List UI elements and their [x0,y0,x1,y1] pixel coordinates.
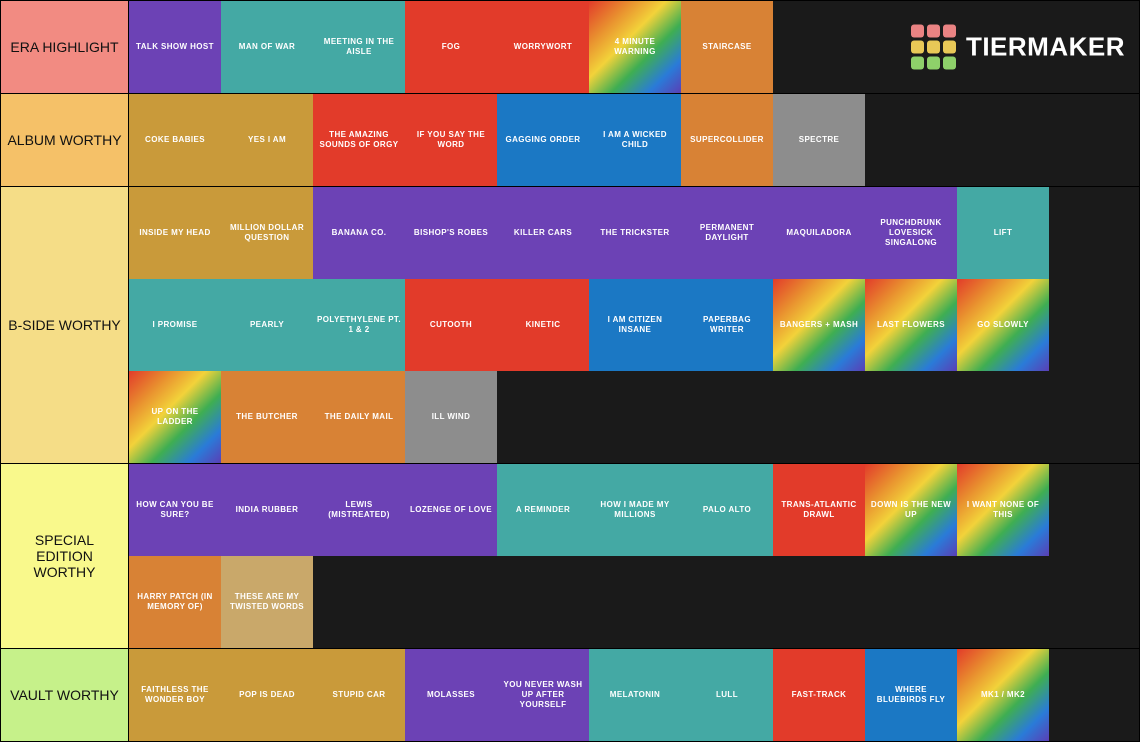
tier-tile[interactable]: PAPERBAG WRITER [681,279,773,371]
tier-row: VAULT WORTHYFAITHLESS THE WONDER BOYPOP … [1,649,1139,741]
tier-tile[interactable]: WORRYWORT [497,1,589,93]
tier-tile[interactable]: UP ON THE LADDER [129,371,221,463]
tier-label[interactable]: ALBUM WORTHY [1,94,129,186]
tier-tile[interactable]: HOW CAN YOU BE SURE? [129,464,221,556]
tier-row: ALBUM WORTHYCOKE BABIESYES I AMTHE AMAZI… [1,94,1139,187]
tier-tile[interactable]: STAIRCASE [681,1,773,93]
tier-list: ERA HIGHLIGHTTALK SHOW HOSTMAN OF WARMEE… [0,0,1140,742]
tier-tile[interactable]: I WANT NONE OF THIS [957,464,1049,556]
tier-tile[interactable]: MEETING IN THE AISLE [313,1,405,93]
tier-tile[interactable]: 4 MINUTE WARNING [589,1,681,93]
tier-tile[interactable]: MAN OF WAR [221,1,313,93]
tier-tile[interactable]: POLYETHYLENE PT. 1 & 2 [313,279,405,371]
tier-tile[interactable]: COKE BABIES [129,94,221,186]
tier-tile[interactable]: YOU NEVER WASH UP AFTER YOURSELF [497,649,589,741]
tier-tile[interactable]: SUPERCOLLIDER [681,94,773,186]
tier-tile[interactable]: WHERE BLUEBIRDS FLY [865,649,957,741]
tier-tile[interactable]: I AM CITIZEN INSANE [589,279,681,371]
tier-tile[interactable]: HOW I MADE MY MILLIONS [589,464,681,556]
tier-tile[interactable]: KINETIC [497,279,589,371]
tier-tile[interactable]: INDIA RUBBER [221,464,313,556]
tier-tile[interactable]: STUPID CAR [313,649,405,741]
tier-tile[interactable]: THESE ARE MY TWISTED WORDS [221,556,313,648]
tier-items[interactable]: COKE BABIESYES I AMTHE AMAZING SOUNDS OF… [129,94,1139,186]
tier-tile[interactable]: LIFT [957,187,1049,279]
tier-tile[interactable]: FOG [405,1,497,93]
tier-tile[interactable]: A REMINDER [497,464,589,556]
tier-tile[interactable]: I PROMISE [129,279,221,371]
tier-row: B-SIDE WORTHYINSIDE MY HEADMILLION DOLLA… [1,187,1139,464]
tier-tile[interactable]: KILLER CARS [497,187,589,279]
tier-tile[interactable]: MOLASSES [405,649,497,741]
tier-tile[interactable]: PEARLY [221,279,313,371]
tier-tile[interactable]: BANANA CO. [313,187,405,279]
tier-tile[interactable]: GO SLOWLY [957,279,1049,371]
tier-tile[interactable]: MILLION DOLLAR QUESTION [221,187,313,279]
tier-tile[interactable]: FAST-TRACK [773,649,865,741]
tier-tile[interactable]: DOWN IS THE NEW UP [865,464,957,556]
tier-items[interactable]: FAITHLESS THE WONDER BOYPOP IS DEADSTUPI… [129,649,1139,741]
tier-tile[interactable]: HARRY PATCH (IN MEMORY OF) [129,556,221,648]
tier-tile[interactable]: BISHOP'S ROBES [405,187,497,279]
tier-tile[interactable]: THE AMAZING SOUNDS OF ORGY [313,94,405,186]
tier-tile[interactable]: INSIDE MY HEAD [129,187,221,279]
tier-tile[interactable]: MELATONIN [589,649,681,741]
tier-tile[interactable]: GAGGING ORDER [497,94,589,186]
tier-tile[interactable]: I AM A WICKED CHILD [589,94,681,186]
tier-tile[interactable]: LEWIS (MISTREATED) [313,464,405,556]
tier-tile[interactable]: THE BUTCHER [221,371,313,463]
tier-label[interactable]: VAULT WORTHY [1,649,129,741]
tier-tile[interactable]: LULL [681,649,773,741]
tier-items[interactable]: HOW CAN YOU BE SURE?INDIA RUBBERLEWIS (M… [129,464,1139,648]
tier-row: ERA HIGHLIGHTTALK SHOW HOSTMAN OF WARMEE… [1,1,1139,94]
tier-label[interactable]: SPECIAL EDITION WORTHY [1,464,129,648]
tier-tile[interactable]: MK1 / MK2 [957,649,1049,741]
tier-tile[interactable]: CUTOOTH [405,279,497,371]
tier-tile[interactable]: TALK SHOW HOST [129,1,221,93]
tier-tile[interactable]: THE DAILY MAIL [313,371,405,463]
tier-label[interactable]: ERA HIGHLIGHT [1,1,129,93]
tier-tile[interactable]: THE TRICKSTER [589,187,681,279]
tier-tile[interactable]: MAQUILADORA [773,187,865,279]
tier-tile[interactable]: FAITHLESS THE WONDER BOY [129,649,221,741]
tier-tile[interactable]: PUNCHDRUNK LOVESICK SINGALONG [865,187,957,279]
tier-tile[interactable]: LOZENGE OF LOVE [405,464,497,556]
tier-items[interactable]: INSIDE MY HEADMILLION DOLLAR QUESTIONBAN… [129,187,1139,463]
tier-tile[interactable]: BANGERS + MASH [773,279,865,371]
tier-row: SPECIAL EDITION WORTHYHOW CAN YOU BE SUR… [1,464,1139,649]
tier-tile[interactable]: SPECTRE [773,94,865,186]
tier-tile[interactable]: IF YOU SAY THE WORD [405,94,497,186]
tier-items[interactable]: TALK SHOW HOSTMAN OF WARMEETING IN THE A… [129,1,1139,93]
tier-tile[interactable]: POP IS DEAD [221,649,313,741]
tier-tile[interactable]: YES I AM [221,94,313,186]
tier-label[interactable]: B-SIDE WORTHY [1,187,129,463]
tier-tile[interactable]: LAST FLOWERS [865,279,957,371]
tier-tile[interactable]: PERMANENT DAYLIGHT [681,187,773,279]
tier-tile[interactable]: ILL WIND [405,371,497,463]
tier-tile[interactable]: TRANS-ATLANTIC DRAWL [773,464,865,556]
tier-tile[interactable]: PALO ALTO [681,464,773,556]
